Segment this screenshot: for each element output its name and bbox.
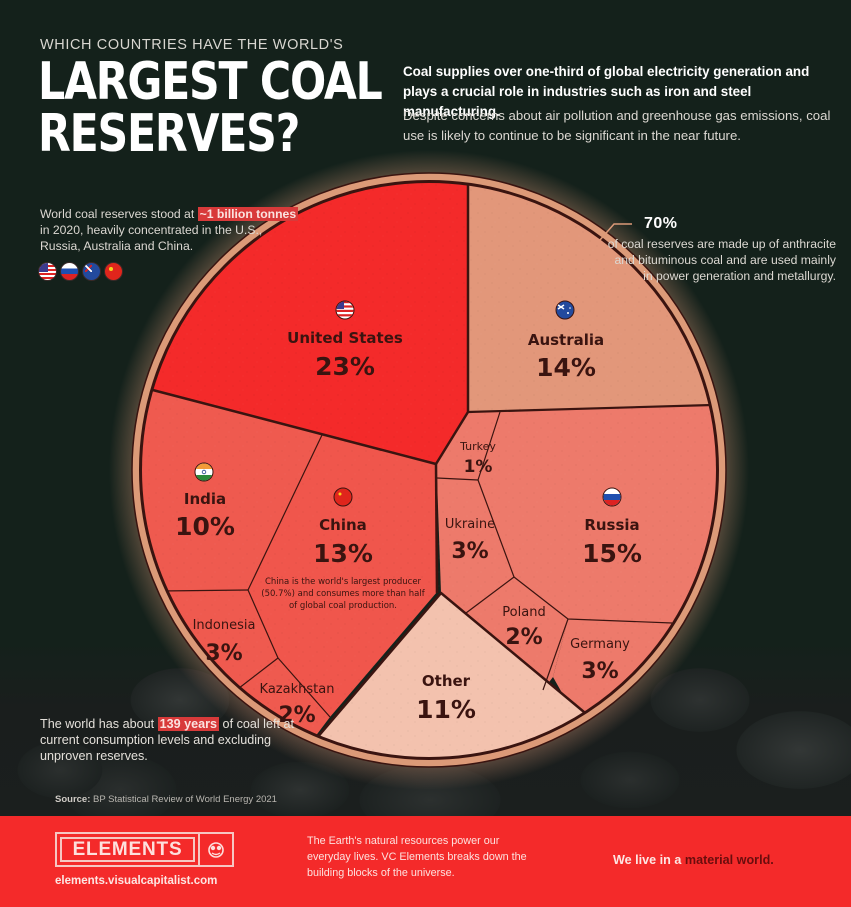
title-line-2: RESERVES?	[38, 104, 300, 164]
pct-india: 10%	[175, 512, 235, 541]
elements-logo[interactable]: ELEMENTS	[55, 832, 234, 867]
footer: ELEMENTS elements.visualcapitalist.com T…	[0, 816, 851, 907]
elements-mascot-icon	[198, 834, 232, 865]
pct-germany: 3%	[581, 659, 618, 684]
tagline-text: We live in a	[613, 853, 685, 867]
coal-type-note: 70% of coal reserves are made up of anth…	[604, 216, 836, 284]
logo-text: ELEMENTS	[60, 837, 195, 862]
pct-china: 13%	[313, 539, 373, 568]
title-line-1: LARGEST COAL	[38, 52, 383, 112]
pct-australia: 14%	[536, 353, 596, 382]
annotation-leader-line	[599, 223, 632, 241]
label-germany: Germany	[570, 637, 630, 652]
note-text-continued: of coal left at current consumption leve…	[40, 717, 294, 763]
note-text: World coal reserves stood at	[40, 207, 198, 221]
russia-flag-icon	[60, 262, 79, 281]
pct-ukraine: 3%	[451, 539, 488, 564]
source-citation: Source: BP Statistical Review of World E…	[55, 794, 277, 805]
us-flag-icon	[335, 300, 355, 320]
australia-flag-icon	[555, 300, 575, 320]
label-united-states: United States	[287, 329, 403, 347]
label-poland: Poland	[502, 605, 545, 620]
china-note-line-1: China is the world's largest producer	[265, 577, 422, 587]
pct-united-states: 23%	[315, 352, 375, 381]
pct-poland: 2%	[505, 625, 542, 650]
footer-blurb: The Earth's natural resources power our …	[307, 835, 527, 879]
pct-indonesia: 3%	[205, 641, 242, 666]
source-text: BP Statistical Review of World Energy 20…	[90, 794, 277, 805]
china-flag-icon	[104, 262, 123, 281]
top-countries-flags	[38, 262, 123, 281]
intro-regular-text: Despite concerns about air pollution and…	[403, 108, 831, 143]
years-left-note: The world has about 139 years of coal le…	[40, 716, 300, 764]
pct-kazakhstan: 2%	[278, 703, 315, 728]
label-turkey: Turkey	[459, 440, 496, 453]
note-text-continued: in 2020, heavily concentrated in the U.S…	[40, 223, 263, 253]
label-china: China	[319, 516, 367, 534]
intro-bold-text: Coal supplies over one-third of global e…	[403, 64, 810, 119]
label-ukraine: Ukraine	[445, 517, 495, 532]
highlight-139-years: 139 years	[157, 717, 220, 731]
label-kazakhstan: Kazakhstan	[260, 682, 335, 697]
subtitle: WHICH COUNTRIES HAVE THE WORLD'S	[40, 37, 344, 53]
pct-russia: 15%	[582, 539, 642, 568]
coal-reserves-voronoi-chart: United States 23% Australia 14% India 10…	[109, 150, 749, 790]
texture-overlay	[141, 182, 717, 758]
website-link[interactable]: elements.visualcapitalist.com	[55, 875, 218, 887]
coal-type-text: of coal reserves are made up of anthraci…	[607, 237, 836, 283]
source-label: Source:	[55, 794, 91, 805]
label-indonesia: Indonesia	[193, 618, 256, 633]
page-title: LARGEST COAL RESERVES?	[38, 52, 383, 164]
note-text: The world has about	[40, 717, 158, 731]
china-flag-icon	[333, 487, 353, 507]
china-note-line-2: (50.7%) and consumes more than half	[261, 589, 425, 599]
label-australia: Australia	[528, 331, 604, 349]
highlight-billion-tonnes: ~1 billion tonnes	[197, 207, 299, 221]
russia-flag-icon	[602, 487, 622, 507]
label-india: India	[184, 490, 226, 508]
us-flag-icon	[38, 262, 57, 281]
india-flag-icon	[194, 462, 214, 482]
chart-circle-border	[140, 181, 718, 759]
label-russia: Russia	[584, 516, 639, 534]
reserves-total-note: World coal reserves stood at ~1 billion …	[40, 206, 300, 254]
seventy-percent-stat: 70%	[644, 215, 678, 232]
australia-flag-icon	[82, 262, 101, 281]
pct-turkey: 1%	[464, 457, 493, 477]
label-other: Other	[422, 672, 471, 690]
pct-other: 11%	[416, 695, 476, 724]
tagline: We live in a material world.	[613, 853, 774, 867]
china-note-line-3: of global coal production.	[289, 601, 397, 611]
tagline-highlight: material world.	[684, 853, 774, 867]
